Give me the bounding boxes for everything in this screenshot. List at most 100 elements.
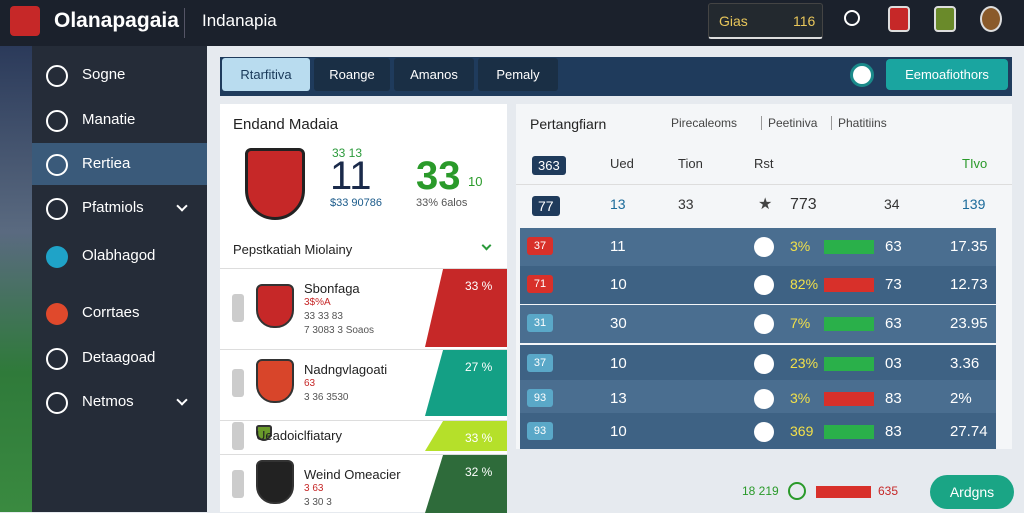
cell: 63 — [885, 238, 902, 255]
player-name: Nadngvlagoati — [304, 362, 388, 377]
sidebar-item[interactable]: Manatie — [82, 111, 136, 128]
sidebar-item[interactable]: Corrtaes — [82, 304, 140, 321]
cell: 3% — [790, 238, 811, 254]
sidebar-icon — [46, 303, 68, 325]
header-avatar[interactable] — [888, 6, 910, 32]
column-header: Ued — [610, 156, 634, 171]
avatar — [754, 422, 774, 442]
card-subtitle: Pepstkatiah Miolainy — [233, 242, 353, 257]
avatar — [754, 389, 774, 409]
player-crest — [256, 284, 294, 328]
bar — [824, 357, 874, 371]
filter[interactable]: Pirecaleoms — [671, 116, 738, 130]
column-header: TIvo — [962, 156, 988, 171]
player-name: Ueadoiclfiatary — [256, 428, 342, 443]
cell: 12.73 — [950, 276, 988, 293]
sidebar-item[interactable]: Sogne — [82, 66, 126, 83]
search-box[interactable]: Gias 116 — [708, 3, 823, 39]
player-detail: 3 63 — [304, 483, 324, 494]
cell: 139 — [962, 196, 986, 212]
cell: 3.36 — [950, 355, 980, 372]
rank-badge: 93 — [527, 389, 553, 407]
player-icon — [232, 369, 244, 397]
cell: 30 — [610, 315, 627, 332]
stat-caption: $33 90786 — [330, 197, 382, 209]
star: ★ — [758, 196, 773, 213]
sidebar-item[interactable]: Detaagoad — [82, 349, 156, 366]
action-button[interactable]: Eemoafiothors — [886, 59, 1008, 90]
footer-button[interactable]: Ardgns — [930, 475, 1014, 509]
player-name: Weind Omeacier — [304, 467, 401, 482]
stadium-strip — [0, 46, 32, 512]
cell: 10 — [610, 355, 627, 372]
tab[interactable]: Rtarfitiva — [222, 58, 310, 91]
player-name: Sbonfaga — [304, 281, 360, 296]
rank-badge: 71 — [527, 275, 553, 293]
cell: 03 — [885, 355, 902, 372]
player-icon — [232, 470, 244, 498]
player-row[interactable]: 33 % Sbonfaga 3$%A 33 33 83 7 3083 3 Soaos — [220, 268, 507, 347]
cell: 83 — [885, 390, 902, 407]
sidebar-icon — [46, 246, 68, 268]
footer-icon — [788, 482, 806, 500]
footer-bar — [816, 486, 871, 498]
cell: 10 — [610, 276, 627, 293]
cell: 34 — [884, 196, 900, 212]
player-row[interactable]: 27 % Nadngvlagoati 63 3 36 3530 — [220, 349, 507, 416]
player-row[interactable]: 33 % Ueadoiclfiatary — [220, 420, 507, 451]
stat-value: 11 — [330, 154, 372, 198]
tab[interactable]: Amanos — [394, 58, 474, 91]
card-title: Endand Madaia — [233, 116, 339, 133]
footer-score: 635 — [878, 484, 899, 498]
sidebar-item[interactable]: Rertiea — [82, 155, 131, 172]
header-avatar[interactable] — [934, 6, 956, 32]
stat-top: 33 13 — [332, 146, 363, 160]
sidebar-item[interactable]: Netmos — [82, 393, 134, 410]
cell: 27.74 — [950, 423, 988, 440]
table-row[interactable]: 37 11 3% 63 17.35 — [520, 228, 996, 266]
sidebar-item[interactable]: Pfatmiols — [82, 199, 144, 216]
table-row[interactable]: 71 10 82% 73 12.73 — [520, 266, 996, 304]
sidebar-icon — [46, 65, 68, 87]
player-row[interactable]: 32 % Weind Omeacier 3 63 3 30 3 — [220, 454, 507, 513]
tag-value: 33 % — [465, 431, 493, 445]
table-row[interactable]: 93 13 3% 83 2% — [520, 380, 996, 418]
player-detail: 3 30 3 — [304, 497, 332, 508]
cell: 13 — [610, 196, 626, 212]
cell: 77 — [532, 196, 560, 216]
player-detail: 33 33 83 — [304, 311, 343, 322]
filter[interactable]: Peetiniva — [761, 116, 817, 130]
player-detail: 7 3083 3 Soaos — [304, 325, 375, 336]
bar — [824, 240, 874, 254]
avatar — [754, 275, 774, 295]
tab[interactable]: Roange — [314, 58, 390, 91]
search-icon[interactable] — [844, 10, 860, 26]
filter[interactable]: Phatitiins — [831, 116, 887, 130]
help-button[interactable] — [850, 63, 874, 87]
table-row[interactable]: 37 10 23% 03 3.36 — [520, 345, 996, 383]
cell: 33 — [678, 196, 694, 212]
header-avatar[interactable] — [980, 6, 1002, 32]
column-header: 363 — [532, 156, 566, 175]
divider — [184, 8, 185, 38]
cell: 13 — [610, 390, 627, 407]
table-row[interactable]: 93 10 369 83 27.74 — [520, 413, 996, 449]
tag-panel — [425, 455, 507, 513]
player-crest — [256, 425, 272, 441]
sidebar-item[interactable]: Olabhagod — [82, 247, 156, 264]
table-row[interactable]: 31 30 7% 63 23.95 — [520, 305, 996, 343]
column-header: Tion — [678, 156, 703, 171]
player-crest — [256, 460, 294, 504]
cell: 369 — [790, 423, 814, 439]
logo-icon — [10, 6, 40, 36]
sidebar-icon — [46, 154, 68, 176]
tag-value: 27 % — [465, 360, 493, 374]
cell: 23.95 — [950, 315, 988, 332]
tab[interactable]: Pemaly — [478, 58, 558, 91]
row-divider — [516, 184, 1012, 185]
rank-badge: 37 — [527, 237, 553, 255]
sidebar-icon — [46, 392, 68, 414]
rank-badge: 31 — [527, 314, 553, 332]
